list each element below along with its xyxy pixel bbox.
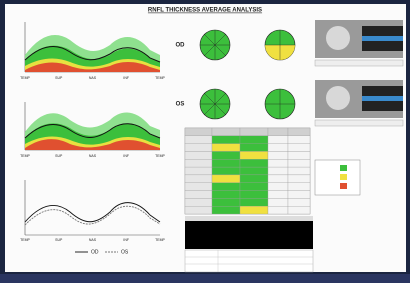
axis-label: TEMP	[20, 238, 30, 242]
table-cell	[212, 144, 240, 152]
table-cell	[185, 198, 212, 206]
axis-label: SUP	[55, 154, 63, 158]
table-cell	[288, 144, 310, 152]
table-cell	[240, 159, 268, 167]
eye-label: OD	[176, 43, 186, 49]
table-cell	[240, 151, 268, 159]
table-cell	[212, 198, 240, 206]
table-cell	[288, 206, 310, 214]
table-cell	[185, 136, 212, 144]
axis-label: SUP	[55, 238, 63, 242]
table-cell	[240, 183, 268, 191]
overlay-legend-label: OD	[91, 249, 99, 255]
body: RNFL THICKNESS AVERAGE ANALYSIS TEMP SUP N…	[0, 0, 410, 283]
axis-label: TEMP	[155, 154, 165, 158]
table-cell	[268, 136, 288, 144]
table-cell	[240, 144, 268, 152]
color-legend	[315, 160, 360, 195]
table-cell	[185, 191, 212, 199]
patient-info	[185, 216, 313, 272]
eye-label: OS	[176, 102, 185, 108]
table-cell	[212, 159, 240, 167]
table-cell	[212, 183, 240, 191]
table-cell	[288, 167, 310, 175]
axis-label: INF	[123, 238, 129, 242]
table-cell	[185, 128, 212, 136]
axis-label: TEMP	[20, 76, 30, 80]
table-cell	[185, 175, 212, 183]
table-cell	[268, 167, 288, 175]
axis-label: TEMP	[155, 76, 165, 80]
table-cell	[212, 167, 240, 175]
table-cell	[268, 159, 288, 167]
axis-label: SUP	[55, 76, 63, 80]
table-cell	[185, 183, 212, 191]
table-cell	[240, 175, 268, 183]
table-cell	[288, 198, 310, 206]
table-cell	[212, 136, 240, 144]
page: {"header": {"title": "RNFL THICKNESS AVE…	[0, 0, 410, 283]
axis-label: NAS	[89, 154, 97, 158]
table-cell	[288, 128, 310, 136]
table-cell	[288, 136, 310, 144]
table-cell	[212, 175, 240, 183]
table-cell	[212, 206, 240, 214]
table-cell	[268, 206, 288, 214]
table-cell	[240, 136, 268, 144]
axis-label: NAS	[89, 76, 97, 80]
table-cell	[240, 167, 268, 175]
table-cell	[268, 183, 288, 191]
table-cell	[288, 175, 310, 183]
table-cell	[268, 128, 288, 136]
table-cell	[268, 144, 288, 152]
table-cell	[288, 159, 310, 167]
axis-label: TEMP	[155, 238, 165, 242]
axis-label: TEMP	[20, 154, 30, 158]
table-cell	[185, 167, 212, 175]
table-cell	[240, 191, 268, 199]
table-cell	[288, 191, 310, 199]
table-cell	[268, 198, 288, 206]
overlay-legend-label: OS	[121, 249, 129, 255]
thickness-table	[185, 128, 310, 214]
table-cell	[212, 151, 240, 159]
table-cell	[240, 128, 268, 136]
axis-label: INF	[123, 154, 129, 158]
screen: RNFL THICKNESS AVERAGE ANALYSIS TEMP SUP N…	[0, 0, 410, 283]
table-cell	[240, 206, 268, 214]
table-cell	[185, 144, 212, 152]
axis-label: INF	[123, 76, 129, 80]
table-cell	[288, 151, 310, 159]
table-cell	[185, 159, 212, 167]
table-cell	[212, 128, 240, 136]
table-cell	[212, 191, 240, 199]
table-cell	[185, 206, 212, 214]
table-cell	[268, 151, 288, 159]
table-cell	[288, 183, 310, 191]
axis-label: NAS	[89, 238, 97, 242]
table-cell	[268, 191, 288, 199]
table-cell	[240, 198, 268, 206]
table-cell	[268, 175, 288, 183]
taskbar	[0, 274, 410, 283]
table-cell	[185, 151, 212, 159]
report-title: RNFL THICKNESS AVERAGE ANALYSIS	[148, 8, 262, 14]
